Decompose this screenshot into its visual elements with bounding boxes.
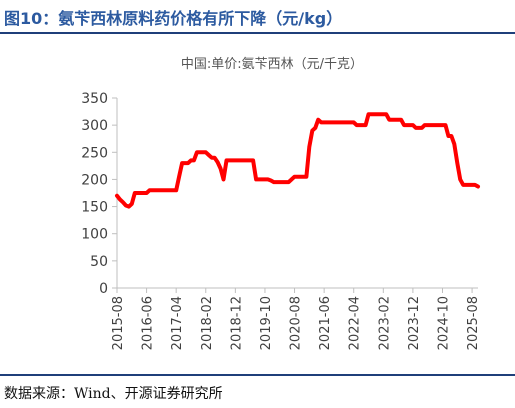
- x-tick-label: 2019-10: [259, 296, 274, 350]
- y-tick-label: 150: [81, 200, 108, 216]
- x-tick-label: 2017-04: [170, 296, 185, 350]
- y-tick-label: 300: [81, 118, 108, 134]
- price-line-chart: 中国:单价:氨苄西林（元/千克） 0 50 100 150 200 250 300 350 2…: [81, 57, 481, 350]
- x-tick-label: 2025-08: [466, 296, 481, 350]
- title-divider: [0, 32, 515, 34]
- y-tick-label: 200: [81, 172, 108, 188]
- source-divider: [0, 374, 515, 376]
- y-tick-label: 100: [81, 227, 108, 243]
- y-tick-label: 350: [81, 91, 108, 107]
- x-tick-label: 2023-12: [407, 296, 422, 350]
- y-tick-label: 250: [81, 145, 108, 161]
- chart-axes: [116, 98, 478, 289]
- x-tick-label: 2016-06: [141, 296, 156, 350]
- figure-title: 图10：氨苄西林原料药价格有所下降（元/kg）: [4, 9, 343, 28]
- x-tick-label: 2021-06: [318, 296, 333, 350]
- source-note: 数据来源：Wind、开源证券研究所: [4, 386, 223, 402]
- x-tick-label: 2024-10: [436, 296, 451, 350]
- y-axis-ticks: 0 50 100 150 200 250 300 350: [81, 91, 117, 297]
- chart-title: 中国:单价:氨苄西林（元/千克）: [181, 57, 363, 72]
- y-tick-label: 50: [90, 254, 108, 270]
- x-tick-label: 2018-12: [229, 296, 244, 350]
- x-tick-label: 2023-02: [377, 296, 392, 350]
- y-tick-label: 0: [99, 281, 108, 297]
- x-axis-ticks: 2015-08 2016-06 2017-04 2018-02 2018-12 2019-…: [111, 288, 481, 350]
- x-tick-label: 2015-08: [111, 296, 126, 350]
- x-tick-label: 2018-02: [200, 296, 215, 350]
- price-series-line: [115, 112, 480, 209]
- x-tick-label: 2022-04: [348, 296, 363, 350]
- x-tick-label: 2020-08: [289, 296, 304, 350]
